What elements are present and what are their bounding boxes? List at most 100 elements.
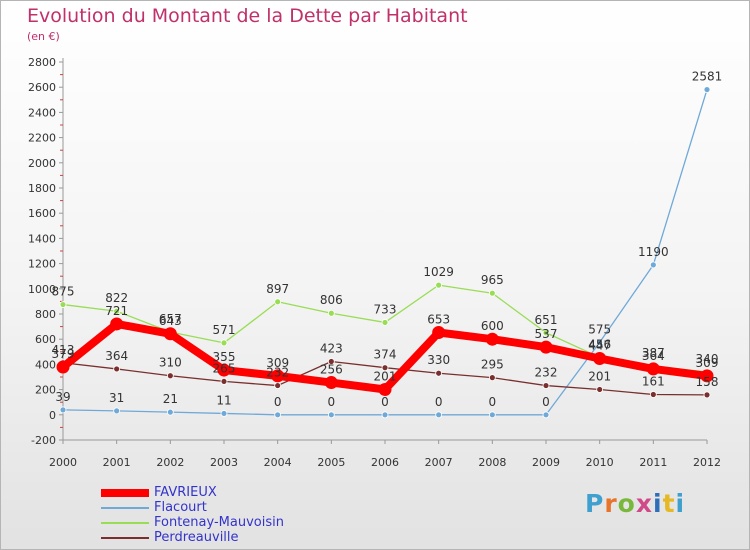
data-point-favrieux <box>646 362 660 376</box>
data-point-flacourt <box>488 411 496 419</box>
data-point-fontenay-mauvoisin <box>435 281 443 289</box>
data-label-fontenay-mauvoisin: 822 <box>105 291 128 305</box>
data-point-flacourt <box>649 261 657 269</box>
chart-unit-label: (en €) <box>27 30 60 43</box>
data-label-perdreauville: 232 <box>266 366 289 380</box>
data-label-fontenay-mauvoisin: 387 <box>642 346 665 360</box>
data-point-fontenay-mauvoisin <box>220 339 228 347</box>
data-point-perdreauville <box>596 386 604 393</box>
y-tick-label: 2000 <box>28 157 56 170</box>
data-point-flacourt <box>166 408 174 416</box>
logo-letter: r <box>604 489 618 518</box>
x-tick-label: 2011 <box>639 456 667 469</box>
data-label-perdreauville: 295 <box>481 358 504 372</box>
data-label-flacourt: 1190 <box>638 245 669 259</box>
data-label-perdreauville: 310 <box>159 356 182 370</box>
data-label-favrieux: 600 <box>481 319 504 333</box>
data-label-perdreauville: 201 <box>588 369 611 383</box>
data-point-flacourt <box>220 410 228 417</box>
legend-label-fontenay-mauvoisin: Fontenay-Mauvoisin <box>154 515 284 530</box>
x-tick-label: 2001 <box>103 456 131 469</box>
data-label-favrieux: 364 <box>642 349 665 363</box>
y-tick-label: 2600 <box>28 81 56 94</box>
y-tick-label: 400 <box>35 358 56 371</box>
legend-swatch-perdreauville <box>101 537 149 539</box>
legend-label-favrieux: FAVRIEUX <box>154 485 217 500</box>
data-label-fontenay-mauvoisin: 806 <box>320 293 343 307</box>
legend-swatch-flacourt <box>101 507 149 509</box>
x-tick-label: 2009 <box>532 456 560 469</box>
data-label-flacourt: 0 <box>328 395 336 409</box>
data-point-favrieux <box>485 332 499 346</box>
x-tick-label: 2004 <box>264 456 292 469</box>
data-point-favrieux <box>324 376 338 390</box>
y-tick-label: 800 <box>35 308 56 321</box>
legend-label-perdreauville: Perdreauville <box>154 530 239 545</box>
data-label-fontenay-mauvoisin: 456 <box>588 337 611 351</box>
data-point-perdreauville <box>381 364 389 372</box>
x-tick-label: 2012 <box>693 456 721 469</box>
y-tick-label: 1400 <box>28 232 56 245</box>
data-label-favrieux: 447 <box>588 338 611 352</box>
data-label-perdreauville: 330 <box>427 353 450 367</box>
data-label-flacourt: 2581 <box>692 70 723 84</box>
data-label-fontenay-mauvoisin: 965 <box>481 273 504 287</box>
data-label-perdreauville: 364 <box>105 349 128 363</box>
x-tick-label: 2008 <box>478 456 506 469</box>
data-point-favrieux <box>163 327 177 341</box>
data-label-favrieux: 355 <box>213 350 236 364</box>
data-point-perdreauville <box>274 382 282 389</box>
data-point-favrieux <box>700 369 714 383</box>
chart-title: Evolution du Montant de la Dette par Hab… <box>27 5 468 27</box>
data-label-perdreauville: 423 <box>320 342 343 356</box>
data-label-flacourt: 0 <box>274 395 282 409</box>
data-point-perdreauville <box>327 358 335 365</box>
data-label-flacourt: 11 <box>216 393 231 407</box>
data-point-fontenay-mauvoisin <box>59 301 67 308</box>
y-tick-label: 2400 <box>28 106 56 119</box>
data-point-fontenay-mauvoisin <box>327 309 335 317</box>
data-point-perdreauville <box>435 369 443 377</box>
data-point-perdreauville <box>113 365 121 373</box>
data-label-perdreauville: 413 <box>52 343 75 357</box>
data-label-perdreauville: 232 <box>535 366 558 380</box>
data-point-perdreauville <box>488 374 496 382</box>
data-point-favrieux <box>378 382 392 396</box>
data-point-fontenay-mauvoisin <box>113 307 121 315</box>
data-label-favrieux: 309 <box>266 356 289 370</box>
logo-letter: i <box>675 489 686 518</box>
data-label-favrieux: 653 <box>427 313 450 327</box>
legend-swatch-favrieux <box>101 489 149 497</box>
data-label-fontenay-mauvoisin: 733 <box>374 302 397 316</box>
data-label-fontenay-mauvoisin: 571 <box>213 323 236 337</box>
data-label-fontenay-mauvoisin: 651 <box>535 313 558 327</box>
data-label-favrieux: 537 <box>535 327 558 341</box>
data-label-perdreauville: 158 <box>696 375 719 389</box>
x-tick-label: 2006 <box>371 456 399 469</box>
data-point-perdreauville <box>703 391 711 399</box>
data-point-favrieux <box>110 317 124 331</box>
logo-letter: i <box>653 489 663 518</box>
data-label-flacourt: 39 <box>55 390 70 404</box>
y-tick-label: 1000 <box>28 283 56 296</box>
data-label-perdreauville: 161 <box>642 375 665 389</box>
data-point-fontenay-mauvoisin <box>488 289 496 297</box>
data-point-perdreauville <box>166 372 174 380</box>
logo-letter: x <box>635 489 653 518</box>
x-tick-label: 2010 <box>586 456 614 469</box>
data-label-flacourt: 21 <box>163 392 178 406</box>
data-point-flacourt <box>703 86 711 93</box>
data-point-fontenay-mauvoisin <box>542 329 550 337</box>
x-tick-label: 2005 <box>317 456 345 469</box>
data-point-favrieux <box>217 363 231 377</box>
logo-letter: t <box>662 489 676 518</box>
data-label-favrieux: 256 <box>320 363 343 377</box>
data-point-flacourt <box>381 411 389 419</box>
y-tick-label: 1800 <box>28 182 56 195</box>
legend-label-flacourt: Flacourt <box>154 500 207 515</box>
y-tick-label: 200 <box>35 384 56 397</box>
y-tick-label: 1200 <box>28 258 56 271</box>
data-point-perdreauville <box>220 378 228 385</box>
data-label-fontenay-mauvoisin: 340 <box>696 352 719 366</box>
